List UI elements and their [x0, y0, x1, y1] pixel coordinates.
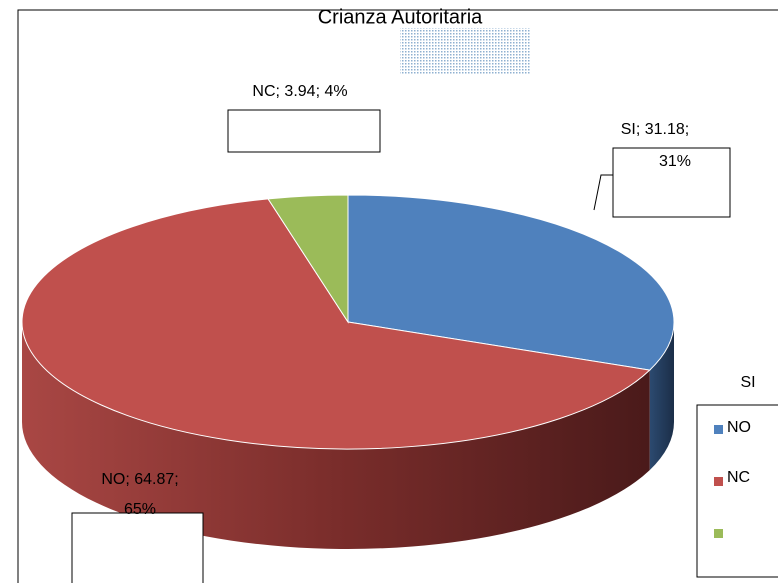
pie-slice [267, 194, 349, 324]
legend-swatch [714, 477, 723, 486]
legend-box [696, 404, 778, 578]
pie-slice [21, 198, 651, 450]
legend-label: NO [727, 419, 751, 436]
pie-side [22, 322, 650, 549]
pie [21, 194, 675, 549]
chart-border [17, 9, 778, 583]
data-label: SI; 31.18; [621, 121, 690, 138]
label-box [71, 512, 204, 583]
pie-side [649, 322, 674, 471]
legend-swatch [714, 529, 723, 538]
data-label: NO; 64.87; [101, 471, 178, 488]
label-box [227, 109, 381, 153]
label-box [612, 147, 731, 218]
pie-slice [347, 194, 675, 371]
data-label: 65% [124, 501, 156, 518]
leader-line [593, 174, 613, 211]
data-label: 31% [659, 153, 691, 170]
legend-swatch [714, 425, 723, 434]
labels: SI; 31.18; 31% NO; 64.87; 65% NC; 3.94; 4% SI… [101, 83, 756, 538]
legend-label: SI [740, 374, 755, 391]
legend-label: NC [727, 469, 750, 486]
title-box [400, 28, 530, 75]
data-label: NC; 3.94; 4% [252, 83, 347, 100]
chart-title: Crianza Autoritaria [318, 6, 483, 28]
